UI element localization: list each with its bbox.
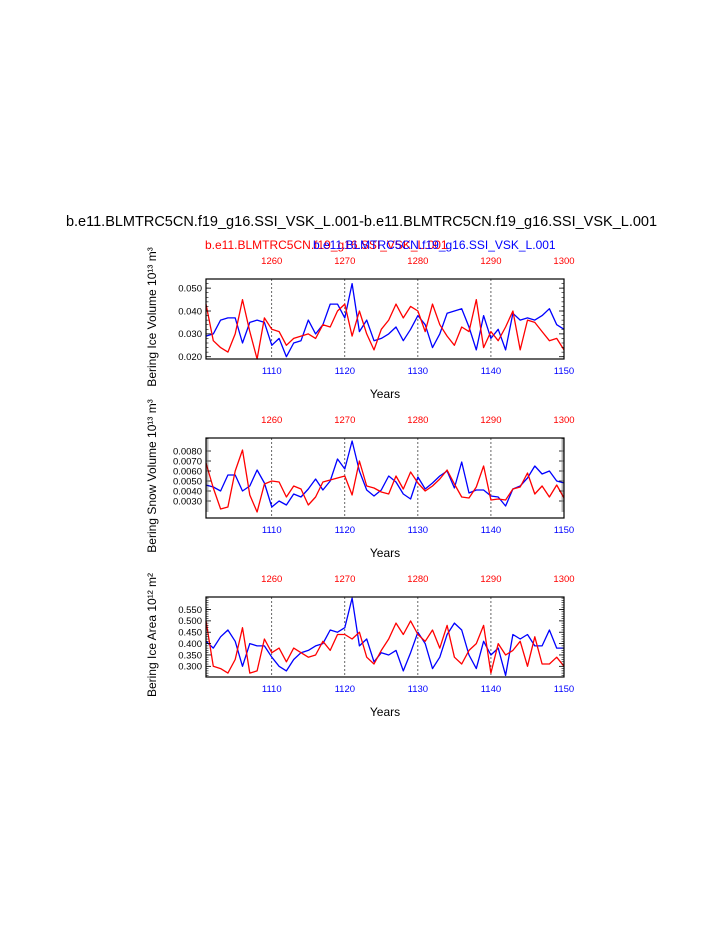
y-tick-label: 0.040	[178, 306, 202, 317]
x-top-tick-label: 1300	[553, 256, 574, 267]
plot-frame	[205, 278, 565, 360]
plot-frame	[205, 437, 565, 519]
series-line-blue	[205, 440, 565, 508]
x-axis-label: Years	[370, 546, 400, 560]
y-axis-label: Bering Ice Volume 10¹³ m³	[145, 247, 159, 386]
x-top-tick-label: 1260	[261, 574, 282, 585]
y-tick-label: 0.0080	[173, 446, 202, 457]
x-bottom-tick-label: 1110	[262, 525, 282, 536]
x-top-tick-label: 1280	[407, 256, 428, 267]
x-top-tick-label: 1270	[334, 256, 355, 267]
x-top-tick-label: 1290	[480, 256, 501, 267]
plot-frame	[205, 596, 565, 678]
series-line-blue	[205, 282, 565, 358]
x-top-tick-label: 1280	[407, 415, 428, 426]
page-title: b.e11.BLMTRC5CN.f19_g16.SSI_VSK_L.001-b.…	[0, 214, 723, 234]
x-top-tick-label: 1290	[480, 574, 501, 585]
x-bottom-tick-label: 1110	[262, 366, 282, 377]
x-bottom-tick-label: 1130	[408, 684, 428, 695]
y-tick-label: 0.0030	[173, 496, 202, 507]
y-tick-label: 0.0050	[173, 476, 202, 487]
series-line-red	[205, 449, 565, 513]
x-bottom-tick-label: 1140	[481, 366, 501, 377]
y-tick-label: 0.450	[178, 628, 202, 639]
x-top-tick-label: 1290	[480, 415, 501, 426]
y-tick-label: 0.0060	[173, 466, 202, 477]
subtitle-run-b: b.e11.BLMTRC5CN.f19_g16.SSI_VSK_L.001	[313, 238, 556, 252]
x-bottom-tick-label: 1120	[335, 366, 355, 377]
x-bottom-tick-label: 1120	[335, 684, 355, 695]
x-bottom-tick-label: 1150	[554, 525, 574, 536]
x-bottom-tick-label: 1130	[408, 366, 428, 377]
x-top-tick-label: 1270	[334, 574, 355, 585]
x-bottom-tick-label: 1150	[554, 684, 574, 695]
x-top-tick-label: 1260	[261, 256, 282, 267]
series-line-blue	[205, 597, 564, 677]
y-tick-label: 0.400	[178, 639, 202, 650]
x-bottom-tick-label: 1120	[335, 525, 355, 536]
y-tick-label: 0.300	[178, 662, 202, 673]
x-bottom-tick-label: 1110	[262, 684, 282, 695]
x-bottom-tick-label: 1140	[481, 525, 501, 536]
x-top-tick-label: 1260	[261, 415, 282, 426]
y-tick-label: 0.030	[178, 329, 202, 340]
y-tick-label: 0.550	[178, 605, 202, 616]
series-line-red	[205, 298, 565, 360]
x-top-tick-label: 1300	[553, 415, 574, 426]
page-title-text: b.e11.BLMTRC5CN.f19_g16.SSI_VSK_L.001-b.…	[65, 214, 658, 230]
x-bottom-tick-label: 1150	[554, 366, 574, 377]
x-axis-label: Years	[370, 387, 400, 401]
x-top-tick-label: 1300	[553, 574, 574, 585]
x-top-tick-label: 1270	[334, 415, 355, 426]
series-line-red	[205, 620, 565, 674]
x-bottom-tick-label: 1130	[408, 525, 428, 536]
y-axis-label: Bering Snow Volume 10¹³ m³	[145, 399, 159, 552]
y-tick-label: 0.500	[178, 616, 202, 627]
x-axis-label: Years	[370, 705, 400, 719]
y-tick-label: 0.0040	[173, 486, 202, 497]
y-tick-label: 0.350	[178, 650, 202, 661]
x-top-tick-label: 1280	[407, 574, 428, 585]
subtitle-run-a: b.e11.BLMTRC5CN.f19_g16.SSI_VSK_L.001	[205, 238, 448, 252]
y-tick-label: 0.050	[178, 283, 202, 294]
y-tick-label: 0.020	[178, 352, 202, 363]
x-bottom-tick-label: 1140	[481, 684, 501, 695]
y-tick-label: 0.0070	[173, 456, 202, 467]
y-axis-label: Bering Ice Area 10¹² m²	[145, 573, 159, 697]
